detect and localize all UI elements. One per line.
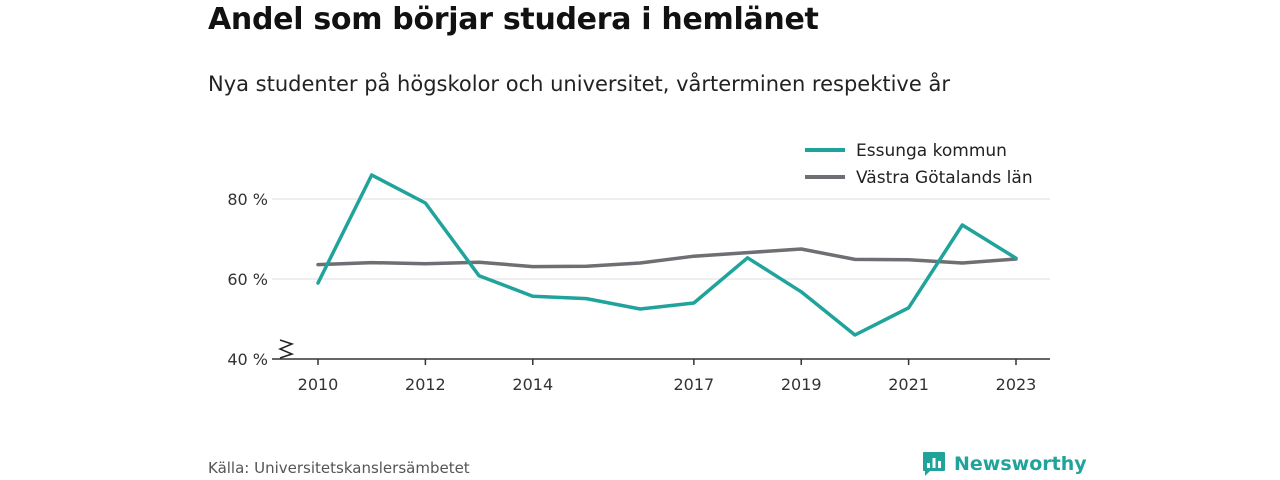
brand-logo[interactable]: Newsworthy [922,450,1087,478]
axes: 40 % 60 % 80 % 2010 2012 2014 2017 2019 2021 2023 [227,190,1050,394]
legend-label: Essunga kommun [856,141,1007,161]
series-line-v-stra-g-talands-l-n [316,247,1018,269]
chart-subtitle: Nya studenter på högskolor och universit… [208,72,950,96]
x-tick-label: 2021 [888,375,929,394]
series-lines [316,173,1018,337]
chart-title: Andel som börjar studera i hemlänet [208,2,819,37]
x-tick-label: 2019 [781,375,822,394]
legend: Essunga kommun Västra Götalands län [805,141,1033,188]
x-tick-label: 2023 [996,375,1037,394]
bar-chart-icon [923,452,945,476]
y-tick-label: 60 % [227,270,268,289]
source-note: Källa: Universitetskanslersämbetet [208,459,470,477]
x-tick-label: 2012 [405,375,446,394]
legend-label: Västra Götalands län [856,168,1033,188]
x-tick-label: 2014 [512,375,553,394]
axis-break-icon [278,339,295,359]
y-tick-label: 40 % [227,350,268,369]
series-line-essunga-kommun [316,173,1018,337]
grid-lines [272,198,1050,280]
x-tick-label: 2010 [298,375,339,394]
y-tick-label: 80 % [227,190,268,209]
x-tick-label: 2017 [673,375,714,394]
brand-name: Newsworthy [954,453,1087,475]
